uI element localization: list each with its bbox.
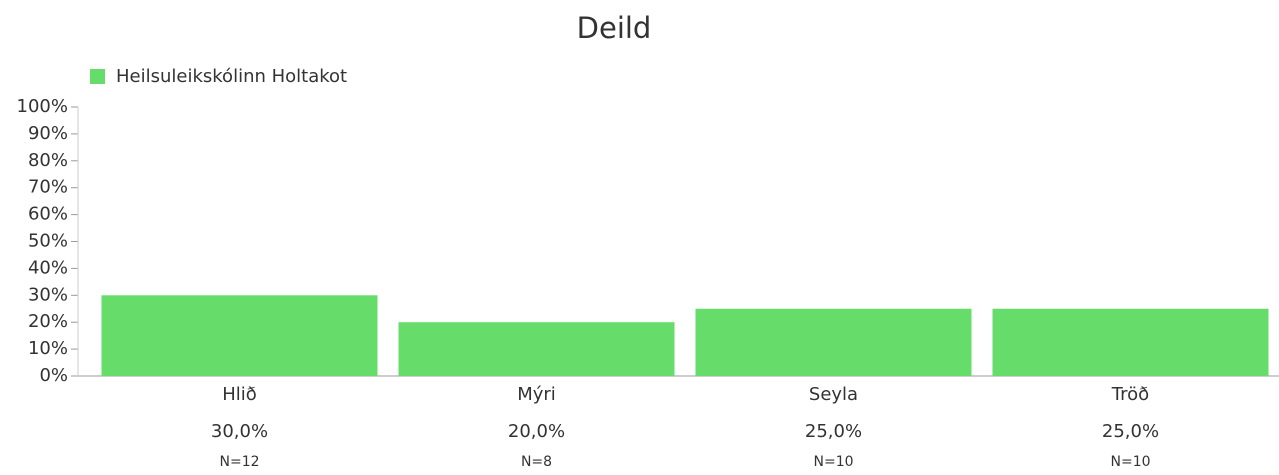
n-label: N=10 [813,454,853,470]
n-label: N=8 [521,454,552,470]
bar [695,308,972,376]
y-tick-label: 30% [28,284,68,305]
legend-label: Heilsuleikskólinn Holtakot [116,66,347,87]
y-tick-label: 70% [28,177,68,198]
y-tick-label: 90% [28,123,68,144]
x-tick-label: Hlið [222,384,257,405]
value-label: 25,0% [1102,421,1159,442]
y-tick-label: 20% [28,311,68,332]
bar [398,322,675,376]
value-label: 25,0% [805,421,862,442]
legend-swatch [90,69,105,84]
y-tick-label: 80% [28,150,68,171]
x-tick-label: Tröð [1111,384,1149,405]
y-tick-label: 0% [39,365,68,386]
y-tick-label: 40% [28,257,68,278]
x-tick-label: Seyla [809,384,858,405]
value-label: 30,0% [211,421,268,442]
bar [101,295,378,376]
y-tick-label: 100% [17,96,68,117]
n-label: N=10 [1110,454,1150,470]
y-tick-label: 10% [28,338,68,359]
y-tick-label: 60% [28,204,68,225]
chart-title: Deild [577,11,652,45]
bar [992,308,1269,376]
x-tick-label: Mýri [517,384,556,405]
n-label: N=12 [219,454,259,470]
value-label: 20,0% [508,421,565,442]
y-tick-label: 50% [28,231,68,252]
